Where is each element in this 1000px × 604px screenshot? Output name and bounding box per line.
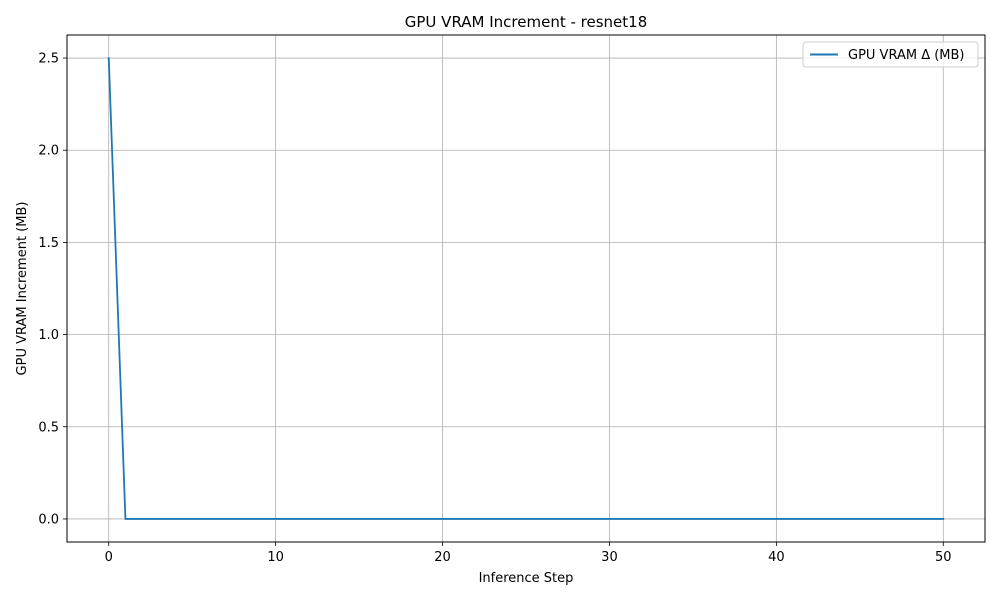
legend-entry-label: GPU VRAM Δ (MB) bbox=[848, 48, 965, 63]
x-axis-label: Inference Step bbox=[479, 571, 574, 586]
x-tick-label: 40 bbox=[768, 550, 785, 565]
y-tick-label: 0.5 bbox=[38, 420, 59, 435]
x-tick-label: 10 bbox=[267, 550, 284, 565]
y-tick-label: 2.0 bbox=[38, 144, 59, 159]
y-axis-label: GPU VRAM Increment (MB) bbox=[15, 202, 30, 376]
y-axis-ticks: 0.0 0.5 1.0 1.5 2.0 2.5 bbox=[38, 52, 67, 527]
y-tick-label: 1.5 bbox=[38, 236, 59, 251]
y-tick-label: 2.5 bbox=[38, 52, 59, 67]
series-line bbox=[107, 57, 945, 520]
x-tick-label: 20 bbox=[434, 550, 451, 565]
x-tick-label: 50 bbox=[935, 550, 952, 565]
legend-box bbox=[802, 41, 979, 68]
x-tick-label: 0 bbox=[105, 550, 113, 565]
x-tick-label: 30 bbox=[601, 550, 618, 565]
x-axis-ticks: 0 10 20 30 40 50 bbox=[105, 542, 952, 565]
series-layer bbox=[107, 57, 945, 520]
grid-lines bbox=[67, 35, 985, 542]
y-tick-label: 1.0 bbox=[38, 328, 59, 343]
legend: GPU VRAM Δ (MB) bbox=[802, 41, 979, 68]
plot-area-frame bbox=[66, 34, 986, 543]
chart-title: GPU VRAM Increment - resnet18 bbox=[405, 13, 647, 31]
y-tick-label: 0.0 bbox=[38, 512, 59, 527]
